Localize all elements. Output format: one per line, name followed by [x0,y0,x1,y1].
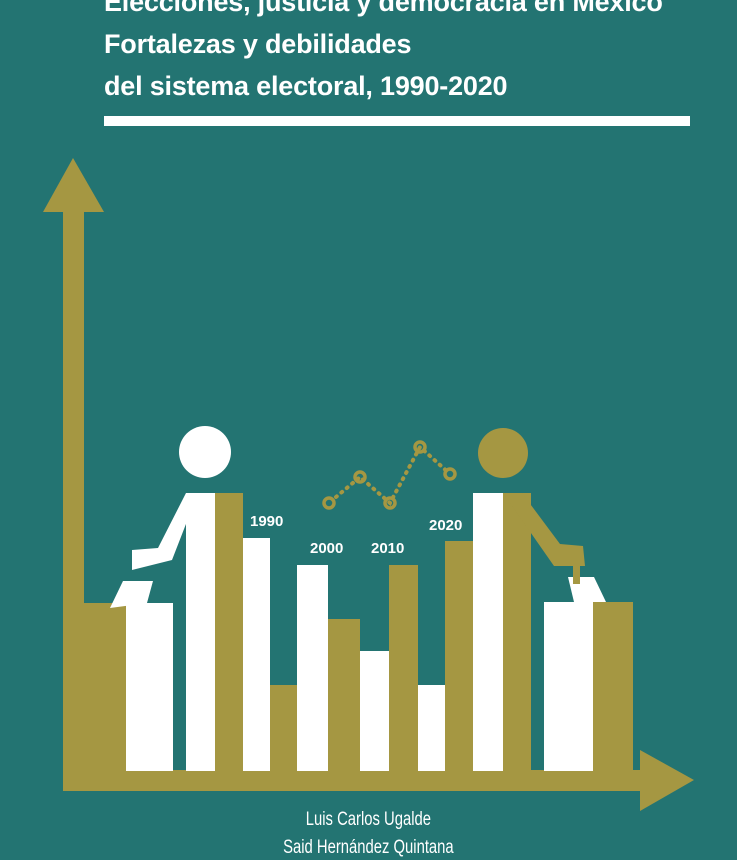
trend-point [353,470,367,484]
author-name-1: Luis Carlos Ugalde [305,809,431,830]
trend-point [443,467,457,481]
bar [126,603,173,771]
voter-arm-left [132,493,198,570]
year-label-2020: 2020 [429,517,463,534]
year-label-1990: 1990 [250,513,284,530]
bar [328,619,360,771]
author-name-2: Said Hernández Quintana [283,837,454,858]
voter-head-left [179,426,231,478]
bar [389,565,418,771]
axes-arrows [43,158,694,811]
voter-figure-right [478,428,606,602]
bar [503,493,531,771]
trend-point [383,496,397,510]
cover-title-line-3: del sistema electoral, 1990-2020 [104,71,508,101]
bar [84,603,126,771]
trend-point [322,496,336,510]
trend-line [322,440,457,510]
x-axis-shaft [63,770,648,791]
voter-head-right [478,428,528,478]
bar [186,493,215,771]
trend-path [334,443,452,507]
bar [544,602,593,771]
ballot-hand-right [573,566,580,584]
bar [445,541,473,771]
x-axis-arrowhead [640,750,694,811]
cover-title-line-2: Fortalezas y debilidades [104,29,412,59]
bar [243,538,270,771]
voter-arm-right [503,493,585,566]
voter-figure-left [110,426,231,608]
bar [297,565,328,771]
ballot-left [110,581,153,608]
bars [84,493,633,771]
cover-title-line-1: Elecciones, justicia y democracia en Méx… [104,0,663,17]
bar [593,602,633,771]
bar [270,685,297,771]
bar [473,493,503,771]
bar [418,685,445,771]
title-underline-rule [104,116,690,126]
year-label-2000: 2000 [310,540,344,557]
trend-point [413,440,427,454]
y-axis-shaft [63,205,84,791]
year-label-2010: 2010 [371,540,405,557]
y-axis-arrowhead [43,158,104,212]
bar [215,493,243,771]
bar [360,651,389,771]
